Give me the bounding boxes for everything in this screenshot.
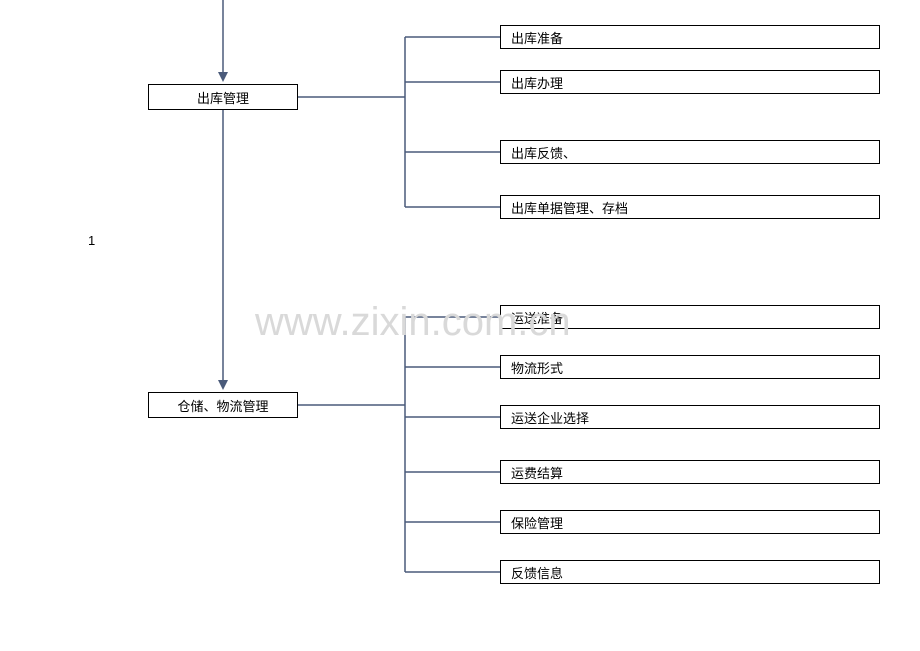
child-outbound-0: 出库准备 bbox=[500, 25, 880, 49]
main-node-logistics: 仓储、物流管理 bbox=[148, 392, 298, 418]
page-number: 1 bbox=[88, 233, 95, 248]
child-label: 出库准备 bbox=[511, 28, 563, 47]
child-logistics-2: 运送企业选择 bbox=[500, 405, 880, 429]
child-outbound-2: 出库反馈、 bbox=[500, 140, 880, 164]
child-label: 运送准备 bbox=[511, 308, 563, 327]
main-node-outbound: 出库管理 bbox=[148, 84, 298, 110]
child-logistics-4: 保险管理 bbox=[500, 510, 880, 534]
child-logistics-0: 运送准备 bbox=[500, 305, 880, 329]
child-label: 运送企业选择 bbox=[511, 408, 589, 427]
child-label: 出库办理 bbox=[511, 73, 563, 92]
child-label: 出库反馈、 bbox=[511, 143, 576, 162]
child-logistics-5: 反馈信息 bbox=[500, 560, 880, 584]
child-label: 保险管理 bbox=[511, 513, 563, 532]
child-label: 反馈信息 bbox=[511, 563, 563, 582]
main-node-label: 仓储、物流管理 bbox=[177, 396, 268, 415]
main-node-label: 出库管理 bbox=[197, 88, 249, 107]
child-logistics-3: 运费结算 bbox=[500, 460, 880, 484]
child-logistics-1: 物流形式 bbox=[500, 355, 880, 379]
child-label: 物流形式 bbox=[511, 358, 563, 377]
child-outbound-1: 出库办理 bbox=[500, 70, 880, 94]
child-label: 运费结算 bbox=[511, 463, 563, 482]
child-outbound-3: 出库单据管理、存档 bbox=[500, 195, 880, 219]
child-label: 出库单据管理、存档 bbox=[511, 198, 628, 217]
